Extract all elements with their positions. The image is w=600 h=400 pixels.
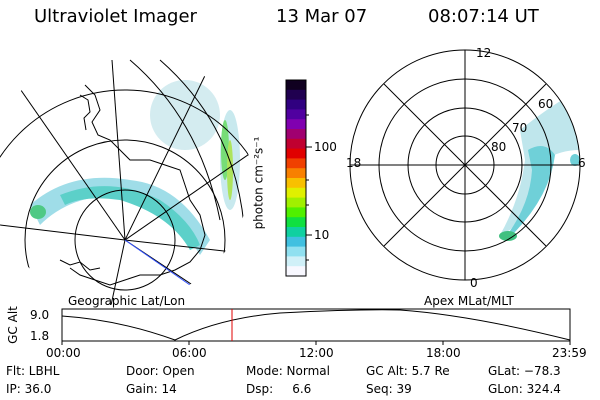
mlat-60-label: 60 xyxy=(538,97,554,111)
altitude-xtick-2359: 23:59 xyxy=(552,346,587,360)
colorbar-segment xyxy=(286,168,306,179)
colorbar-segment xyxy=(286,207,306,218)
colorbar-segment xyxy=(286,227,306,238)
mlt-12-label: 12 xyxy=(476,46,492,60)
colorbar-tick-10: 10 xyxy=(314,228,330,242)
polar-grid xyxy=(349,49,581,281)
altitude-xtick-1200: 12:00 xyxy=(299,346,334,360)
mlt-0-label: 0 xyxy=(470,276,478,290)
mode-info: Mode: Normal xyxy=(246,364,330,378)
aurora-glow-left xyxy=(30,80,240,255)
filter-info: Flt: LBHL xyxy=(6,364,60,378)
colorbar-segment xyxy=(286,138,306,150)
apex-caption: Apex MLat/MLT xyxy=(424,294,514,308)
mlat-80-label: 80 xyxy=(491,140,507,154)
colorbar-tick-100: 100 xyxy=(314,140,337,154)
geographic-caption: Geographic Lat/Lon xyxy=(68,294,186,308)
glon-info: GLon: 324.4 xyxy=(488,382,561,396)
altitude-xtick-1800: 18:00 xyxy=(426,346,461,360)
colorbar-segment xyxy=(286,99,306,110)
gc-alt-info: GC Alt: 5.7 Re xyxy=(366,364,450,378)
colorbar-segment xyxy=(286,236,306,248)
altitude-ytick-1.8: 1.8 xyxy=(30,329,50,343)
dsp-info: Dsp: 6.6 xyxy=(246,382,312,396)
altitude-ylabel: GC Alt xyxy=(5,306,20,344)
door-info: Door: Open xyxy=(126,364,195,378)
colorbar xyxy=(286,80,306,277)
seq-info: Seq: 39 xyxy=(366,382,412,396)
colorbar-segment xyxy=(286,109,306,120)
mlt-18-label: 18 xyxy=(346,156,362,170)
colorbar-segment xyxy=(286,158,306,169)
instrument-title: Ultraviolet Imager xyxy=(34,6,197,27)
colorbar-segment xyxy=(286,197,306,208)
colorbar-segment xyxy=(286,119,306,130)
mlat-70-label: 70 xyxy=(512,121,528,135)
colorbar-segment xyxy=(286,187,306,199)
altitude-xtick-0600: 06:00 xyxy=(172,346,207,360)
altitude-ytick-9: 9.0 xyxy=(30,308,50,322)
geographic-map xyxy=(0,45,250,305)
colorbar-unit-label: photon cm⁻²s⁻¹ xyxy=(251,136,266,230)
altitude-plot xyxy=(61,308,571,345)
date-label: 13 Mar 07 xyxy=(276,6,368,27)
mlt-6-label: 6 xyxy=(578,156,586,170)
colorbar-segment xyxy=(286,217,306,228)
glat-info: GLat: −78.3 xyxy=(488,364,561,378)
colorbar-segment xyxy=(286,80,306,91)
colorbar-segment xyxy=(286,178,306,189)
colorbar-segment xyxy=(286,148,306,159)
colorbar-segment xyxy=(286,89,306,101)
gain-info: Gain: 14 xyxy=(126,382,177,396)
ip-info: IP: 36.0 xyxy=(6,382,52,396)
colorbar-segment xyxy=(286,246,306,257)
colorbar-segment xyxy=(286,129,306,140)
colorbar-segment xyxy=(286,266,306,277)
altitude-xtick-0000: 00:00 xyxy=(46,346,81,360)
time-label: 08:07:14 UT xyxy=(428,6,539,27)
colorbar-segment xyxy=(286,256,306,267)
